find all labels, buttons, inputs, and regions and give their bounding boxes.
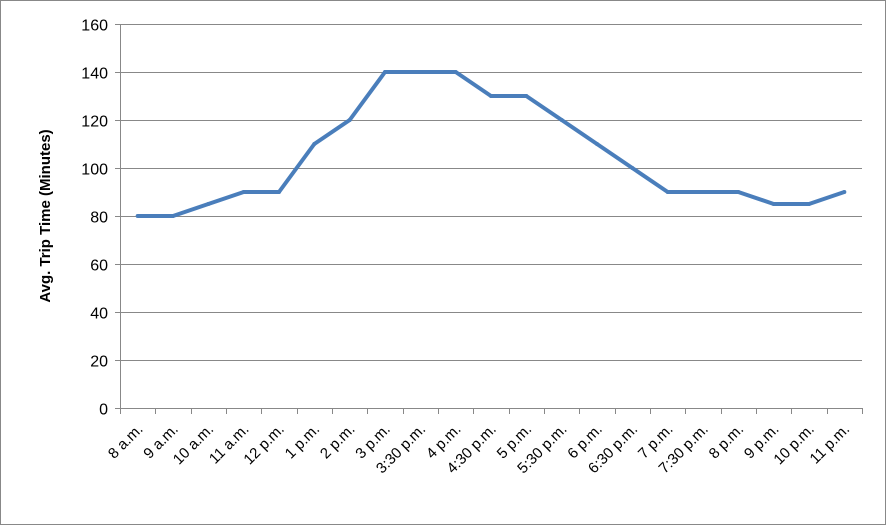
data-point xyxy=(277,190,281,194)
data-point xyxy=(736,190,741,194)
data-point xyxy=(347,118,352,122)
data-point xyxy=(206,202,211,206)
y-axis-label: Avg. Trip Time (Minutes) xyxy=(37,129,54,302)
y-tick-label: 120 xyxy=(81,114,108,131)
data-point xyxy=(842,190,847,194)
data-point xyxy=(453,70,458,74)
data-point xyxy=(665,190,670,194)
data-point xyxy=(241,190,246,194)
data-point xyxy=(807,202,811,206)
y-tick-label: 160 xyxy=(81,18,108,35)
y-tick-label: 40 xyxy=(90,306,108,323)
y-tick-label: 80 xyxy=(90,210,108,227)
data-point xyxy=(559,118,564,122)
y-tick-label: 140 xyxy=(81,66,108,83)
y-tick-label: 20 xyxy=(90,354,108,371)
data-point xyxy=(630,166,635,170)
y-tick-label: 0 xyxy=(99,402,108,419)
data-point xyxy=(524,94,529,98)
data-point xyxy=(418,70,423,74)
data-point xyxy=(489,94,493,98)
data-point xyxy=(312,142,317,146)
y-tick-label: 60 xyxy=(90,258,108,275)
data-point xyxy=(771,202,776,206)
data-point xyxy=(383,70,387,74)
y-tick-label: 100 xyxy=(81,162,108,179)
data-point xyxy=(701,190,705,194)
data-point xyxy=(171,214,175,218)
data-point xyxy=(595,142,599,146)
data-point xyxy=(135,214,140,218)
